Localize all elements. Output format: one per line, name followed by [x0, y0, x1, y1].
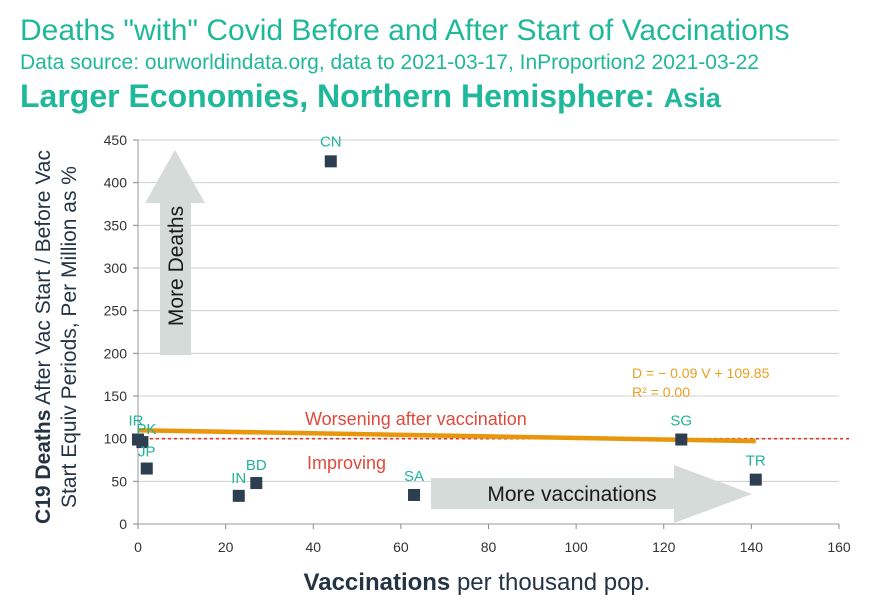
- y-tick-label-50: 50: [111, 473, 127, 489]
- y-tick-label-350: 350: [104, 217, 128, 233]
- x-axis-label-bold: Vaccinations: [304, 569, 451, 596]
- point-label-tr: TR: [746, 453, 766, 470]
- data-point-cn: [324, 155, 337, 168]
- point-label-jp: JP: [138, 444, 156, 461]
- point-label-sg: SG: [670, 413, 692, 430]
- x-tick-label-80: 80: [481, 539, 497, 555]
- data-points: [132, 155, 762, 502]
- axes: [133, 139, 840, 529]
- data-point-jp: [140, 462, 153, 475]
- x-tick-label-100: 100: [564, 539, 588, 555]
- data-point-pk: [136, 436, 149, 449]
- x-tick-label-140: 140: [740, 539, 764, 555]
- x-tick-label-20: 20: [218, 539, 234, 555]
- point-label-cn: CN: [320, 133, 342, 150]
- y-tick-label-200: 200: [104, 345, 128, 361]
- more-deaths-arrow: [145, 150, 205, 355]
- x-axis-label-rest: per thousand pop.: [450, 569, 650, 596]
- subtitle-main: Larger Economies, Northern Hemisphere:: [20, 78, 655, 114]
- data-point-in: [232, 489, 245, 502]
- x-tick-label-60: 60: [393, 539, 409, 555]
- y-tick-labels: 0 50 100 150 200 250 300 350 400 450: [104, 132, 128, 532]
- trend-equation: D = − 0.09 V + 109.85: [632, 365, 770, 381]
- point-label-sa: SA: [404, 468, 424, 485]
- data-point-bd: [250, 477, 263, 490]
- more-deaths-label: More Deaths: [165, 206, 188, 326]
- x-axis-label: Vaccinations per thousand pop.: [304, 569, 651, 596]
- y-axis-label-rest-1: After Vac Start / Before Vac: [32, 150, 55, 410]
- data-point-tr: [749, 473, 762, 486]
- y-axis-label-line2: Start Equiv Periods, Per Million as %: [58, 166, 81, 508]
- point-label-bd: BD: [246, 457, 267, 474]
- trend-line-segment: [137, 428, 756, 444]
- worsening-label: Worsening after vaccination: [305, 409, 527, 429]
- x-tick-label-120: 120: [652, 539, 676, 555]
- x-tick-label-40: 40: [305, 539, 321, 555]
- y-tick-label-450: 450: [104, 132, 128, 148]
- data-point-sa: [408, 488, 421, 501]
- y-tick-label-150: 150: [104, 388, 128, 404]
- y-tick-label-300: 300: [104, 260, 128, 276]
- point-label-pk: PK: [136, 421, 156, 438]
- trend-line: [137, 428, 756, 444]
- y-tick-label-100: 100: [104, 431, 128, 447]
- trend-r2: R² = 0.00: [632, 384, 690, 400]
- point-label-ir: IR: [129, 413, 144, 430]
- y-tick-label-0: 0: [119, 516, 127, 532]
- x-tick-label-0: 0: [134, 539, 142, 555]
- more-vaccinations-arrow: [431, 465, 752, 523]
- subtitle-region: Asia: [663, 83, 721, 113]
- y-axis-label-line1: C19 Deaths After Vac Start / Before Vac: [32, 150, 55, 524]
- data-source: Data source: ourworldindata.org, data to…: [20, 51, 759, 74]
- x-tick-labels: 0 20 40 60 80 100 120 140 160: [134, 539, 851, 555]
- y-axis-label-bold: C19 Deaths: [32, 410, 55, 524]
- point-label-in: IN: [231, 470, 246, 487]
- more-vaccinations-label: More vaccinations: [487, 483, 656, 506]
- y-tick-label-400: 400: [104, 175, 128, 191]
- chart-title: Deaths "with" Covid Before and After Sta…: [20, 14, 790, 47]
- x-tick-label-160: 160: [827, 539, 851, 555]
- data-point-sg: [675, 433, 688, 446]
- improving-label: Improving: [307, 453, 386, 473]
- y-tick-label-250: 250: [104, 303, 128, 319]
- chart-subtitle: Larger Economies, Northern Hemisphere: A…: [20, 78, 721, 115]
